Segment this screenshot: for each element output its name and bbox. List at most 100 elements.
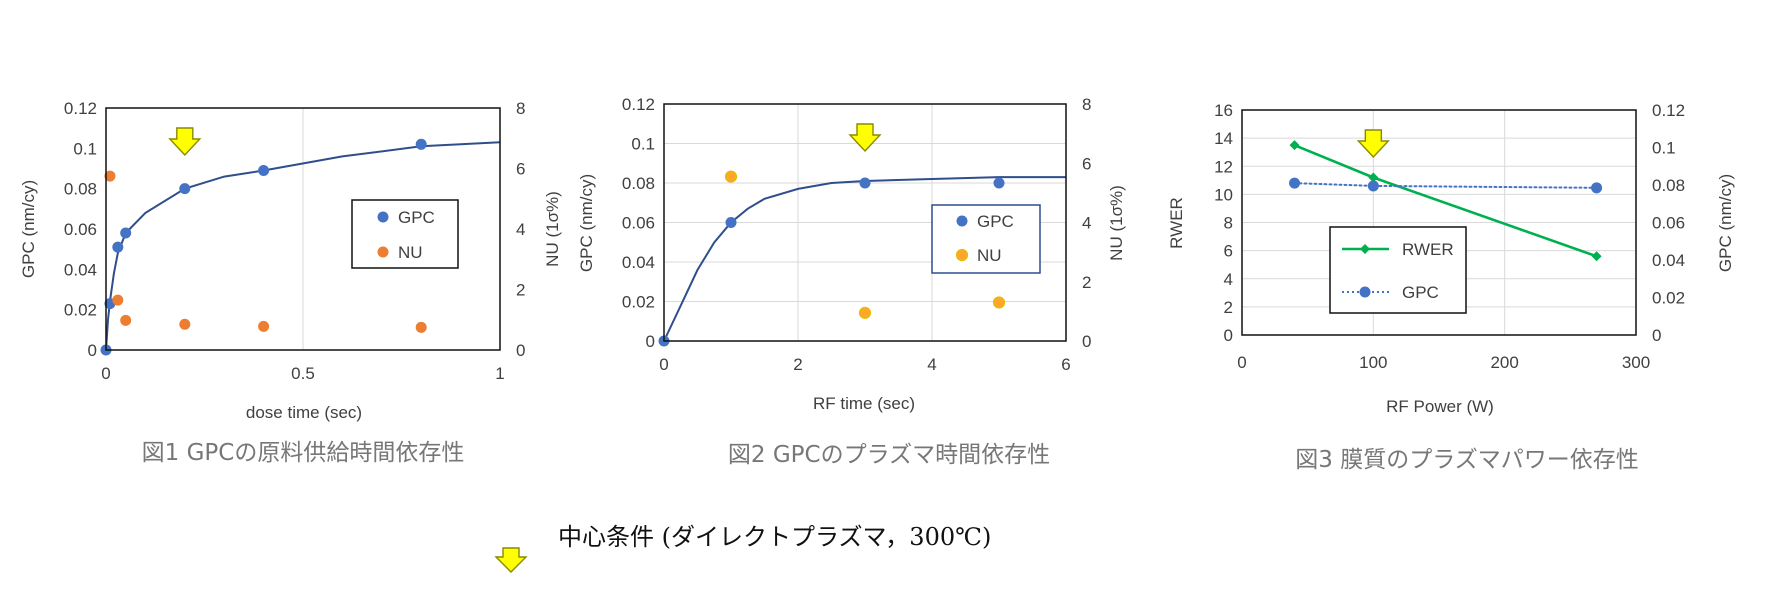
chart-1-y-tick-label: 0.12 [64,99,97,118]
chart-2-y2-tick-label: 2 [1082,273,1091,292]
chart-1-x-tick-label: 0 [101,364,110,383]
chart-1-y2-axis-title: NU (1σ%) [543,191,562,267]
chart-3-y-tick-label: 0 [1224,326,1233,345]
chart-1-center-condition-arrow-icon [168,127,202,157]
chart-3-y2-tick-label: 0 [1652,326,1661,345]
chart-2-x-tick-label: 0 [659,355,668,374]
chart-1-legend: GPC NU [351,199,459,269]
chart-3-frame [1241,109,1637,336]
chart-1-nu-point [415,321,427,333]
chart-3-y2-tick-label: 0.08 [1652,176,1685,195]
chart-3: 0 100 200 300024681012141600.020.040.060.08… [1167,101,1735,473]
chart-2-y-tick-label: 0 [646,332,655,351]
chart-1-y-tick-label: 0.08 [64,180,97,199]
chart-3-y2-axis-title: GPC (nm/cy) [1716,174,1735,272]
chart-3-gpc-point [1367,180,1379,192]
chart-3-tick-labels: 0 100 200 300024681012141600.020.040.060.08… [1214,101,1685,372]
chart-2-gpc-point [725,217,737,228]
chart-1-y2-tick-label: 6 [516,160,525,179]
chart-1-nu-point [179,318,191,330]
chart-2-y-tick-label: 0.04 [622,253,655,272]
chart-3-legend-box [1329,226,1467,314]
chart-2-y-tick-label: 0.12 [622,95,655,114]
chart-2-x-axis-title: RF time (sec) [813,394,915,413]
chart-1-y-tick-label: 0.04 [64,260,97,279]
footer-note: 中心条件 (ダイレクトプラズマ，300℃) [494,523,991,573]
chart-1-y2-tick-label: 4 [516,220,525,239]
chart-2-y-axis-title: GPC (nm/cy) [577,174,596,272]
chart-1-points [100,138,427,356]
chart-3-x-tick-label: 100 [1359,353,1387,372]
chart-3-center-condition-arrow-icon [1356,129,1390,159]
chart-1-nu-point [104,170,116,182]
chart-3-y-tick-label: 12 [1214,157,1233,176]
chart-2-y2-tick-label: 4 [1082,214,1091,233]
center-condition-key-arrow-icon [494,547,528,573]
chart-2-y2-tick-label: 6 [1082,154,1091,173]
chart-1-y2-tick-label: 2 [516,281,525,300]
center-condition-arrows [168,123,1390,159]
chart-3-y-tick-label: 2 [1224,298,1233,317]
chart-3-gpc-point [1591,182,1603,194]
chart-2-frame [663,103,1067,342]
chart-3-y-axis-title: RWER [1167,197,1186,249]
chart-3-rwer-point [1591,251,1602,262]
chart-2-y2-tick-label: 8 [1082,95,1091,114]
chart-1-legend-gpc-label: GPC [398,208,435,227]
chart-2-x-tick-label: 4 [927,355,936,374]
chart-3-x-axis-title: RF Power (W) [1386,397,1494,416]
chart-3-legend-rwer-label: RWER [1402,240,1454,259]
chart-2-gpc-point [859,177,871,189]
chart-2-fit-line [663,176,1066,342]
chart-2-y2-axis-title: NU (1σ%) [1107,185,1126,261]
chart-2-y-tick-label: 0.1 [631,135,655,154]
chart-3-rwer-point [1289,140,1300,151]
chart-2-y-tick-label: 0.08 [622,174,655,193]
chart-3-y2-tick-label: 0.12 [1652,101,1685,120]
chart-3-legend-gpc-label: GPC [1402,283,1439,302]
chart-1-y2-tick-label: 0 [516,341,525,360]
chart-1-gpc-point [415,138,427,150]
chart-3-y-tick-label: 14 [1214,129,1233,148]
chart-1-x-tick-label: 1 [495,364,504,383]
chart-3-y2-tick-label: 0.04 [1652,251,1685,270]
chart-1-y-axis-title: GPC (nm/cy) [19,180,38,278]
chart-1-nu-point [258,320,270,332]
chart-3-gpc-point [1289,177,1301,189]
chart-1-y-tick-label: 0.02 [64,301,97,320]
chart-1-gpc-point [120,227,132,239]
chart-3-points [1289,140,1603,262]
center-condition-note: 中心条件 (ダイレクトプラズマ，300℃) [558,523,991,551]
chart-1-frame [105,107,501,351]
chart-3-legend-rwer-marker [1360,244,1370,254]
chart-2-y2-tick-label: 0 [1082,332,1091,351]
chart-2-legend: GPC NU [931,204,1041,274]
chart-3-y-tick-label: 8 [1224,214,1233,233]
chart-2-gpc-point [993,177,1005,189]
chart-2-legend-gpc-label: GPC [977,212,1014,231]
chart-1-y2-tick-label: 8 [516,99,525,118]
chart-1-legend-gpc-marker [377,211,389,223]
chart-2-lines [663,176,1066,342]
chart-2-x-tick-label: 6 [1061,355,1070,374]
chart-1-legend-nu-marker [377,246,389,258]
chart-1-y-tick-label: 0.1 [73,139,97,158]
chart-3-x-tick-label: 200 [1490,353,1518,372]
chart-1-legend-nu-label: NU [398,243,423,262]
chart-2-y-tick-label: 0.02 [622,293,655,312]
chart-1-x-axis-title: dose time (sec) [246,403,362,422]
chart-1-caption: 図1 GPCの原料供給時間依存性 [142,440,465,466]
chart-3-rwer-point [1368,172,1379,183]
chart-1-nu-point [112,294,124,306]
chart-1-legend-box [351,199,459,269]
chart-1-y-tick-label: 0 [88,341,97,360]
chart-3-x-tick-label: 300 [1622,353,1650,372]
chart-3-caption: 図3 膜質のプラズマパワー依存性 [1295,447,1638,473]
chart-2-x-tick-label: 2 [793,355,802,374]
chart-3-y2-tick-label: 0.02 [1652,289,1685,308]
